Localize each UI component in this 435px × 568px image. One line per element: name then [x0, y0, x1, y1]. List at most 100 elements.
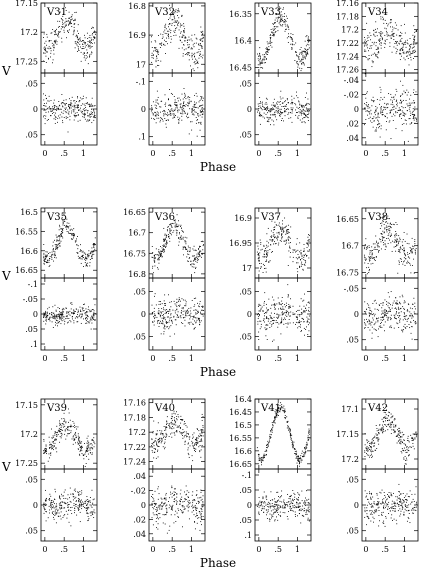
- residual-point: [379, 99, 381, 101]
- x-tick-label: 1: [189, 149, 194, 158]
- residual-point: [271, 104, 273, 106]
- residual-point: [274, 308, 276, 310]
- residual-point: [70, 525, 72, 527]
- residual-point: [61, 111, 63, 113]
- data-point: [56, 244, 58, 246]
- data-point: [44, 261, 46, 263]
- residual-point: [170, 306, 172, 308]
- data-point: [86, 447, 88, 449]
- residual-point: [272, 304, 274, 306]
- residual-point: [47, 311, 48, 313]
- residual-point: [67, 117, 69, 119]
- data-point: [163, 43, 165, 45]
- data-point: [154, 254, 155, 256]
- residual-point: [177, 315, 179, 317]
- data-point: [383, 22, 385, 24]
- residual-point: [201, 314, 203, 315]
- data-point: [70, 232, 72, 234]
- residual-point: [365, 119, 367, 120]
- residual-point: [57, 315, 59, 317]
- residual-point: [265, 335, 267, 337]
- residual-point: [271, 325, 273, 327]
- data-point: [180, 24, 182, 26]
- residual-point: [65, 503, 67, 505]
- data-point: [54, 41, 56, 43]
- residual-point: [168, 98, 169, 100]
- residual-point: [160, 117, 162, 119]
- residual-point: [266, 121, 268, 122]
- residual-point: [196, 95, 198, 97]
- data-point: [273, 23, 274, 25]
- data-point: [408, 48, 410, 50]
- data-point: [71, 16, 73, 17]
- residual-point: [370, 324, 372, 326]
- residual-point: [93, 119, 95, 121]
- residual-point: [396, 303, 398, 305]
- residual-point: [87, 120, 89, 122]
- data-point: [369, 253, 371, 255]
- data-point: [90, 53, 92, 55]
- data-point: [44, 259, 46, 261]
- residual-point: [197, 310, 199, 312]
- data-point: [398, 35, 400, 37]
- residual-point: [377, 113, 379, 115]
- residual-point: [175, 105, 177, 106]
- data-point: [276, 21, 278, 23]
- residual-point: [413, 319, 415, 321]
- data-point: [274, 22, 276, 24]
- data-point: [68, 408, 69, 410]
- data-point: [260, 267, 261, 269]
- residual-point: [370, 99, 372, 101]
- y-tick-label: 16.75: [336, 269, 359, 278]
- x-tick-label: .5: [168, 149, 176, 158]
- residual-point: [415, 117, 417, 119]
- residual-point: [46, 497, 47, 499]
- residual-point: [376, 117, 378, 119]
- data-point: [284, 30, 286, 32]
- data-point: [51, 42, 53, 44]
- residual-point: [389, 311, 391, 313]
- data-point: [43, 450, 44, 452]
- data-point: [277, 235, 279, 237]
- data-point: [282, 8, 284, 10]
- data-point: [386, 32, 388, 34]
- residual-point: [202, 307, 204, 308]
- y-tick-label: 16.35: [229, 10, 252, 19]
- y-tick-label: 17.16: [336, 0, 359, 8]
- residual-point: [88, 507, 90, 509]
- residual-point: [261, 306, 263, 308]
- y-tick-label: 17.15: [15, 401, 38, 410]
- residual-point: [259, 328, 261, 330]
- residual-point: [300, 298, 302, 300]
- data-point: [87, 443, 89, 445]
- residual-point: [299, 109, 301, 111]
- residual-point: [43, 316, 45, 318]
- residual-point: [399, 116, 401, 118]
- residual-point: [406, 315, 408, 317]
- residual-point: [50, 503, 52, 505]
- residual-point: [267, 117, 269, 119]
- residual-point: [268, 309, 269, 311]
- residual-point: [49, 498, 51, 500]
- data-point: [199, 39, 201, 41]
- residual-point: [77, 507, 79, 509]
- residual-point: [256, 314, 258, 316]
- residual-point: [183, 103, 185, 105]
- data-point: [367, 47, 369, 49]
- data-point: [285, 230, 287, 232]
- data-point: [188, 253, 190, 255]
- residual-point: [167, 119, 169, 121]
- data-point: [90, 443, 92, 445]
- residual-point: [165, 311, 167, 313]
- residual-point: [265, 316, 267, 318]
- residual-point: [72, 493, 74, 495]
- data-point: [266, 254, 268, 256]
- residual-point: [53, 312, 55, 314]
- data-point: [43, 256, 45, 258]
- data-point: [267, 43, 269, 45]
- residual-point: [67, 513, 69, 515]
- residual-point: [202, 305, 204, 307]
- data-point: [408, 64, 410, 66]
- data-point: [157, 267, 159, 269]
- residual-point: [368, 306, 370, 308]
